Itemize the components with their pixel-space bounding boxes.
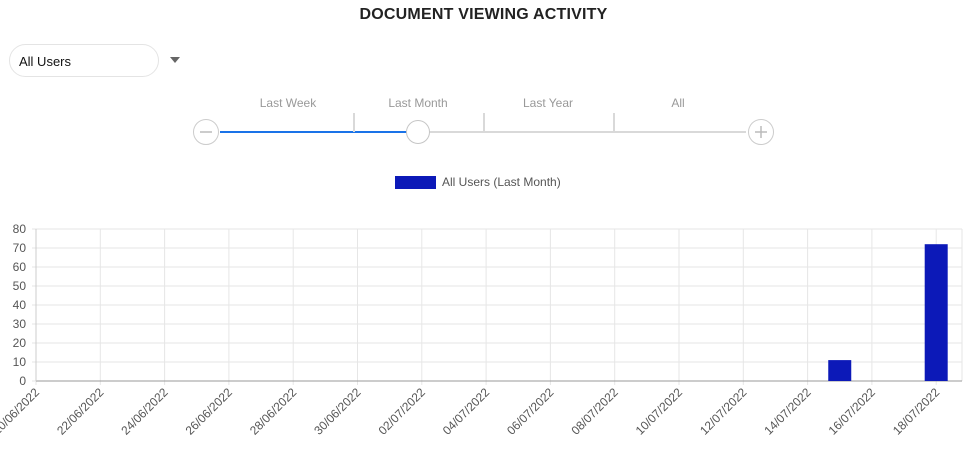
range-slider-tick: [353, 113, 355, 132]
x-tick-label: 16/07/2022: [826, 385, 879, 438]
x-tick-label: 28/06/2022: [247, 385, 300, 438]
x-tick-label: 14/07/2022: [761, 385, 814, 438]
range-slider-tick: [613, 113, 615, 132]
range-label-last-month[interactable]: Last Month: [388, 96, 448, 110]
user-filter-value: All Users: [19, 54, 72, 69]
x-tick-label: 22/06/2022: [54, 385, 107, 438]
x-tick-label: 26/06/2022: [183, 385, 236, 438]
zoom-in-button[interactable]: [748, 119, 774, 145]
x-tick-label: 04/07/2022: [440, 385, 493, 438]
plus-icon: [755, 126, 767, 138]
x-tick-label: 08/07/2022: [568, 385, 621, 438]
x-tick-label: 30/06/2022: [311, 385, 364, 438]
bar: [828, 360, 852, 381]
y-tick-label: 40: [13, 298, 27, 312]
zoom-out-button[interactable]: [193, 119, 219, 145]
chevron-down-icon[interactable]: [170, 57, 180, 63]
range-label-all[interactable]: All: [671, 96, 685, 110]
range-label-last-week[interactable]: Last Week: [259, 96, 317, 110]
y-tick-label: 80: [13, 222, 27, 236]
y-tick-label: 70: [13, 241, 27, 255]
range-slider-fill: [220, 131, 417, 133]
x-tick-label: 10/07/2022: [633, 385, 686, 438]
legend-swatch[interactable]: [395, 176, 436, 189]
y-tick-label: 30: [13, 317, 27, 331]
bar-chart: 0 10 20 30 40 50 60 70 80 20/06/2022 22/06/2022 24/…: [0, 222, 963, 438]
minus-icon: [200, 131, 212, 133]
x-tick-label: 24/06/2022: [118, 385, 171, 438]
page-title: DOCUMENT VIEWING ACTIVITY: [359, 6, 608, 23]
range-slider-tick: [483, 113, 485, 132]
y-tick-label: 50: [13, 279, 27, 293]
y-tick-label: 20: [13, 336, 27, 350]
y-tick-label: 10: [13, 355, 27, 369]
user-filter-select[interactable]: All Users: [9, 44, 159, 77]
legend-label[interactable]: All Users (Last Month): [442, 175, 561, 189]
range-label-last-year[interactable]: Last Year: [522, 96, 574, 110]
x-tick-label: 02/07/2022: [376, 385, 429, 438]
x-tick-label: 18/07/2022: [890, 385, 943, 438]
y-tick-label: 0: [19, 374, 26, 388]
bar: [924, 244, 948, 381]
range-slider-thumb[interactable]: [406, 120, 430, 144]
x-tick-label: 12/07/2022: [697, 385, 750, 438]
x-tick-label: 20/06/2022: [0, 385, 42, 438]
range-slider-track[interactable]: [220, 131, 746, 133]
y-tick-label: 60: [13, 260, 27, 274]
x-tick-label: 06/07/2022: [504, 385, 557, 438]
